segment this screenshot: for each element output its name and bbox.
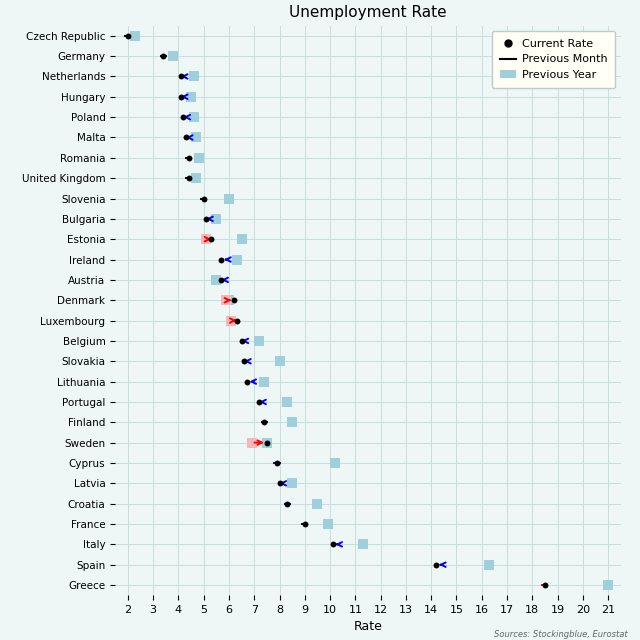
Point	[239, 356, 249, 366]
Point	[232, 255, 242, 265]
Point	[224, 295, 234, 305]
Point	[198, 193, 209, 204]
Point	[275, 478, 285, 488]
Point	[484, 559, 495, 570]
Point	[186, 92, 196, 102]
Point	[272, 458, 282, 468]
Point	[221, 295, 232, 305]
Point	[211, 214, 221, 224]
Point	[431, 559, 442, 570]
Point	[188, 71, 198, 81]
Point	[254, 336, 264, 346]
Point	[191, 173, 201, 183]
X-axis label: Rate: Rate	[353, 620, 383, 634]
Point	[232, 316, 242, 326]
Point	[191, 132, 201, 143]
Point	[131, 31, 141, 41]
Point	[287, 417, 297, 428]
Point	[123, 31, 133, 41]
Point	[287, 478, 297, 488]
Point	[158, 51, 168, 61]
Point	[262, 438, 272, 448]
Point	[206, 234, 216, 244]
Point	[211, 275, 221, 285]
Point	[282, 499, 292, 509]
Point	[168, 51, 179, 61]
Point	[184, 173, 194, 183]
Point	[241, 376, 252, 387]
Point	[603, 580, 613, 590]
Point	[328, 540, 338, 550]
Point	[229, 295, 239, 305]
Point	[246, 438, 257, 448]
Point	[262, 438, 272, 448]
Point	[227, 316, 237, 326]
Point	[254, 397, 264, 407]
Point	[176, 71, 186, 81]
Point	[188, 112, 198, 122]
Point	[358, 540, 368, 550]
Point	[323, 519, 333, 529]
Point	[201, 234, 211, 244]
Point	[179, 112, 189, 122]
Point	[236, 234, 246, 244]
Point	[227, 316, 237, 326]
Point	[181, 132, 191, 143]
Point	[312, 499, 323, 509]
Point	[216, 255, 227, 265]
Title: Unemployment Rate: Unemployment Rate	[289, 5, 447, 20]
Point	[540, 580, 550, 590]
Legend: Current Rate, Previous Month, Previous Year: Current Rate, Previous Month, Previous Y…	[492, 31, 615, 88]
Point	[184, 153, 194, 163]
Point	[282, 397, 292, 407]
Point	[193, 153, 204, 163]
Point	[201, 214, 211, 224]
Point	[259, 376, 269, 387]
Point	[259, 417, 269, 428]
Point	[236, 336, 246, 346]
Point	[330, 458, 340, 468]
Point	[224, 193, 234, 204]
Point	[300, 519, 310, 529]
Point	[176, 92, 186, 102]
Point	[275, 356, 285, 366]
Text: Sources: Stockingblue, Eurostat: Sources: Stockingblue, Eurostat	[493, 630, 627, 639]
Point	[216, 275, 227, 285]
